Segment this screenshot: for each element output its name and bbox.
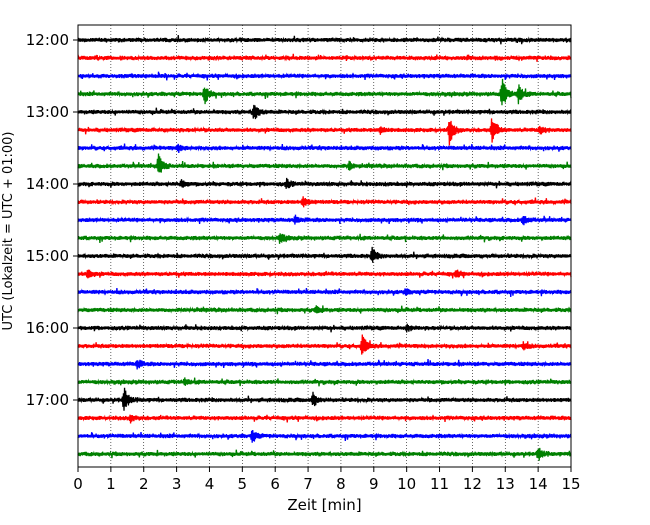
x-tick-label: 0 <box>73 475 83 493</box>
x-tick-label: 14 <box>529 475 548 493</box>
trace-row-1615 <box>77 334 572 355</box>
x-tick-label: 4 <box>205 475 215 493</box>
trace-row-1330 <box>77 143 572 154</box>
trace-row-1700 <box>77 387 572 411</box>
x-axis: 0 1 2 3 4 5 6 7 8 9 10 11 12 13 14 15 <box>73 467 581 493</box>
x-axis-label: Zeit [min] <box>287 496 361 514</box>
x-tick-label: 3 <box>172 475 182 493</box>
y-axis: 12:00 13:00 14:00 15:00 16:00 17:00 <box>26 31 78 409</box>
trace-row-1730 <box>77 429 572 443</box>
x-tick-label: 10 <box>397 475 416 493</box>
trace-row-1515 <box>77 269 572 279</box>
x-tick-label: 9 <box>369 475 379 493</box>
trace-row-1400 <box>77 177 572 189</box>
trace-row-1500 <box>77 246 572 263</box>
trace-row-1215 <box>77 53 572 62</box>
trace-row-1545 <box>77 305 572 315</box>
plot-frame <box>77 24 572 468</box>
y-tick-label: 13:00 <box>26 103 69 121</box>
x-tick-label: 13 <box>496 475 515 493</box>
trace-row-1245 <box>77 78 572 106</box>
x-tick-label: 6 <box>270 475 280 493</box>
trace-row-1315 <box>77 118 572 146</box>
y-tick-label: 16:00 <box>26 319 69 337</box>
trace-row-1230 <box>77 71 572 81</box>
trace-row-1415 <box>77 196 572 208</box>
x-tick-label: 7 <box>303 475 313 493</box>
y-tick-label: 15:00 <box>26 247 69 265</box>
trace-row-1600 <box>77 323 572 333</box>
trace-row-1645 <box>77 377 572 387</box>
x-tick-label: 5 <box>238 475 248 493</box>
x-tick-label: 8 <box>336 475 346 493</box>
trace-row-1745 <box>77 447 572 461</box>
trace-row-1430 <box>77 214 572 226</box>
trace-row-1530 <box>77 287 572 298</box>
trace-row-1445 <box>77 233 572 244</box>
trace-row-1715 <box>77 414 572 424</box>
trace-row-1200 <box>77 35 572 45</box>
x-tick-label: 12 <box>463 475 482 493</box>
trace-row-1630 <box>77 358 572 370</box>
traces <box>77 35 572 461</box>
x-tick-label: 15 <box>561 475 580 493</box>
trace-row-1300 <box>77 104 572 120</box>
y-tick-label: 17:00 <box>26 391 69 409</box>
y-tick-label: 12:00 <box>26 31 69 49</box>
y-tick-label: 14:00 <box>26 175 69 193</box>
y-axis-label: UTC (Lokalzeit = UTC + 01:00) <box>1 132 16 331</box>
x-tick-label: 1 <box>106 475 116 493</box>
x-tick-label: 2 <box>139 475 149 493</box>
trace-row-1345 <box>77 153 572 173</box>
x-tick-label: 11 <box>430 475 449 493</box>
